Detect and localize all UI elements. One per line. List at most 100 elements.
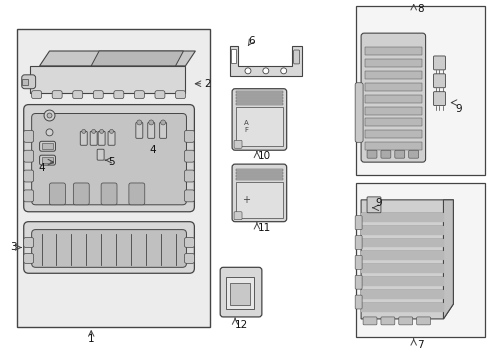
Bar [17, 29, 210, 327]
FancyBboxPatch shape [136, 122, 142, 138]
Bar [236, 100, 282, 102]
Bar [236, 94, 282, 96]
FancyBboxPatch shape [101, 183, 117, 205]
FancyBboxPatch shape [24, 190, 34, 202]
Circle shape [92, 129, 96, 133]
FancyBboxPatch shape [354, 235, 361, 249]
FancyBboxPatch shape [24, 150, 34, 162]
Polygon shape [360, 303, 443, 311]
FancyBboxPatch shape [93, 91, 103, 99]
FancyBboxPatch shape [354, 275, 361, 289]
Polygon shape [360, 277, 443, 285]
Polygon shape [40, 51, 195, 66]
FancyBboxPatch shape [24, 222, 194, 273]
Bar [365, 130, 421, 138]
FancyBboxPatch shape [134, 91, 144, 99]
FancyBboxPatch shape [97, 149, 104, 160]
FancyBboxPatch shape [147, 122, 154, 138]
Bar [236, 96, 282, 99]
Bar [355, 6, 484, 175]
Circle shape [280, 68, 286, 74]
Text: 10: 10 [258, 151, 271, 161]
Bar [231, 49, 236, 63]
Bar [236, 169, 282, 171]
FancyBboxPatch shape [362, 317, 376, 325]
Polygon shape [91, 51, 183, 66]
Bar [225, 277, 253, 309]
Circle shape [161, 120, 165, 125]
Bar [230, 283, 249, 305]
Text: 1: 1 [88, 334, 94, 344]
FancyBboxPatch shape [184, 238, 194, 247]
Text: 8: 8 [416, 4, 423, 14]
Polygon shape [30, 66, 185, 93]
FancyBboxPatch shape [24, 253, 34, 264]
FancyBboxPatch shape [433, 92, 445, 105]
FancyBboxPatch shape [184, 130, 194, 142]
Bar [236, 178, 282, 180]
FancyBboxPatch shape [360, 33, 425, 162]
Polygon shape [360, 213, 443, 221]
Circle shape [47, 113, 52, 118]
FancyBboxPatch shape [24, 170, 34, 182]
Text: A
F: A F [243, 120, 248, 133]
Text: 7: 7 [416, 340, 423, 350]
FancyBboxPatch shape [394, 150, 404, 158]
Text: 9: 9 [375, 198, 382, 208]
Bar [236, 91, 282, 93]
FancyBboxPatch shape [175, 91, 185, 99]
FancyBboxPatch shape [108, 131, 115, 145]
FancyBboxPatch shape [398, 317, 412, 325]
FancyBboxPatch shape [32, 230, 186, 267]
Bar [236, 103, 282, 105]
FancyBboxPatch shape [21, 75, 36, 89]
Bar [365, 142, 421, 150]
FancyBboxPatch shape [129, 183, 144, 205]
Bar [365, 107, 421, 114]
FancyBboxPatch shape [184, 253, 194, 264]
FancyBboxPatch shape [24, 238, 34, 247]
Bar [236, 172, 282, 174]
Text: 12: 12 [234, 320, 247, 330]
Bar [21, 79, 28, 85]
FancyBboxPatch shape [234, 212, 242, 220]
FancyBboxPatch shape [416, 317, 429, 325]
FancyBboxPatch shape [232, 164, 286, 222]
Polygon shape [443, 200, 452, 319]
FancyBboxPatch shape [155, 91, 164, 99]
Text: 6: 6 [248, 36, 255, 46]
FancyBboxPatch shape [234, 140, 242, 148]
Text: 9: 9 [454, 104, 461, 113]
FancyBboxPatch shape [40, 141, 55, 151]
Bar [365, 83, 421, 91]
Bar [236, 182, 282, 218]
Polygon shape [360, 239, 443, 247]
FancyBboxPatch shape [433, 74, 445, 88]
FancyBboxPatch shape [293, 50, 299, 64]
Text: 5: 5 [107, 157, 114, 167]
FancyBboxPatch shape [24, 105, 194, 212]
FancyBboxPatch shape [220, 267, 262, 317]
FancyBboxPatch shape [114, 91, 123, 99]
FancyBboxPatch shape [354, 255, 361, 269]
FancyBboxPatch shape [380, 317, 394, 325]
Circle shape [46, 129, 53, 136]
Bar [355, 183, 484, 337]
Circle shape [44, 110, 55, 121]
Text: 11: 11 [258, 222, 271, 233]
Circle shape [100, 129, 103, 133]
FancyBboxPatch shape [73, 91, 82, 99]
Polygon shape [360, 290, 443, 298]
Circle shape [81, 129, 85, 133]
FancyBboxPatch shape [354, 295, 361, 309]
Bar [365, 118, 421, 126]
Bar [365, 59, 421, 67]
FancyBboxPatch shape [80, 131, 87, 145]
Circle shape [109, 129, 113, 133]
Text: 4: 4 [149, 145, 156, 155]
FancyBboxPatch shape [90, 131, 97, 145]
Text: 2: 2 [203, 79, 210, 89]
FancyBboxPatch shape [40, 155, 55, 165]
FancyBboxPatch shape [32, 91, 41, 99]
Bar [365, 47, 421, 55]
